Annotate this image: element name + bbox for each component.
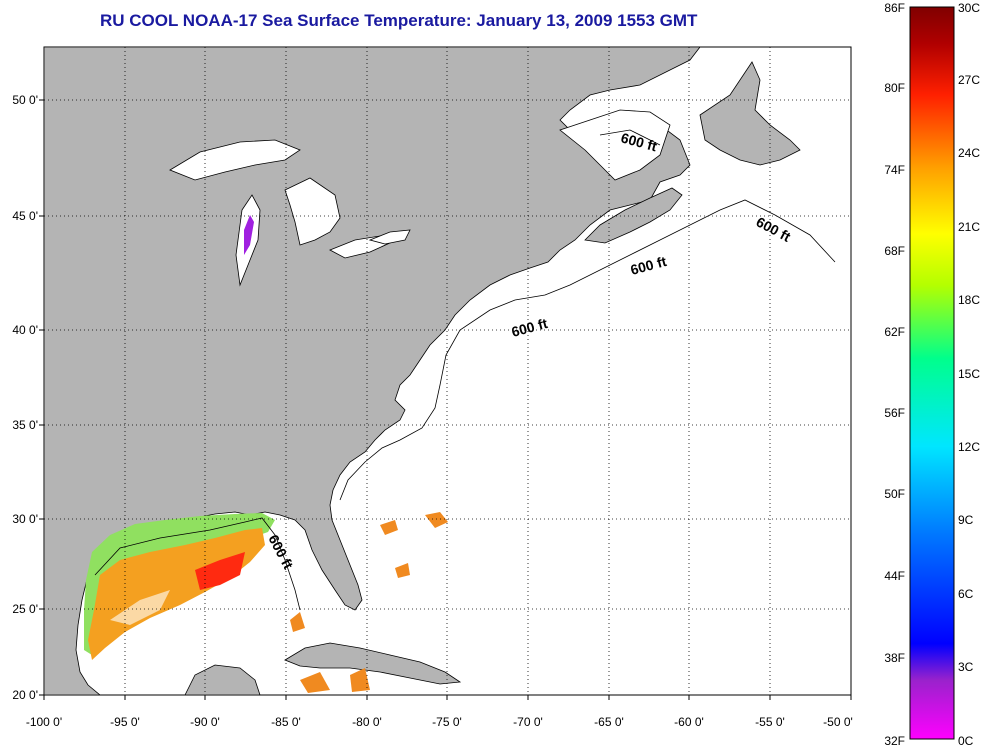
lon-tick-label: -85 0' bbox=[271, 715, 301, 729]
colorbar-c-label: 0C bbox=[958, 734, 974, 748]
gulf-st-lawrence bbox=[559, 109, 671, 181]
lat-tick-label: 35 0' bbox=[12, 418, 38, 432]
lat-axis: 50 0' 45 0' 40 0' 35 0' 30 0' 25 0' 20 0… bbox=[12, 93, 38, 702]
colorbar bbox=[909, 6, 955, 740]
colorbar-c-label: 12C bbox=[958, 440, 980, 454]
colorbar-f-label: 80F bbox=[884, 81, 905, 95]
lat-tick-label: 20 0' bbox=[12, 688, 38, 702]
colorbar-c-label: 21C bbox=[958, 220, 980, 234]
gulf-sst-speckle bbox=[110, 590, 170, 625]
lon-axis: -100 0' -95 0' -90 0' -85 0' -80 0' -75 … bbox=[26, 715, 853, 729]
lon-tick-label: -55 0' bbox=[755, 715, 785, 729]
lon-tick-label: -80 0' bbox=[352, 715, 382, 729]
lon-tick-label: -90 0' bbox=[190, 715, 220, 729]
colorbar-f-label: 62F bbox=[884, 325, 905, 339]
lat-tick-label: 45 0' bbox=[12, 209, 38, 223]
lon-tick-label: -95 0' bbox=[110, 715, 140, 729]
colorbar-c-labels: 30C 27C 24C 21C 18C 15C 12C 9C 6C 3C 0C bbox=[958, 1, 980, 748]
lat-tick-label: 40 0' bbox=[12, 323, 38, 337]
colorbar-c-label: 30C bbox=[958, 1, 980, 15]
lon-tick-label: -60 0' bbox=[674, 715, 704, 729]
axis-ticks bbox=[39, 99, 852, 700]
land-cuba bbox=[284, 642, 462, 685]
lon-tick-label: -65 0' bbox=[594, 715, 624, 729]
colorbar-f-labels: 86F 80F 74F 68F 62F 56F 50F 44F 38F 32F bbox=[884, 1, 905, 748]
contour-600ft bbox=[94, 129, 836, 611]
colorbar-f-label: 74F bbox=[884, 163, 905, 177]
colorbar-c-label: 6C bbox=[958, 587, 974, 601]
colorbar-f-label: 86F bbox=[884, 1, 905, 15]
colorbar-f-label: 32F bbox=[884, 734, 905, 748]
lat-tick-label: 50 0' bbox=[12, 93, 38, 107]
colorbar-f-label: 44F bbox=[884, 569, 905, 583]
colorbar-f-label: 56F bbox=[884, 406, 905, 420]
great-lakes bbox=[169, 139, 411, 287]
gulf-sst-warm bbox=[195, 552, 245, 590]
gulf-sst-outer bbox=[84, 513, 275, 655]
land-nova-scotia bbox=[584, 187, 683, 244]
land-yucatan bbox=[184, 664, 261, 695]
land-newfoundland bbox=[699, 61, 801, 166]
colorbar-c-label: 9C bbox=[958, 513, 974, 527]
colorbar-c-label: 18C bbox=[958, 293, 980, 307]
sst-patches bbox=[290, 512, 448, 693]
colorbar-c-label: 27C bbox=[958, 73, 980, 87]
lat-tick-label: 25 0' bbox=[12, 602, 38, 616]
colorbar-f-label: 38F bbox=[884, 651, 905, 665]
map-title: RU COOL NOAA-17 Sea Surface Temperature:… bbox=[100, 11, 698, 30]
colorbar-c-label: 3C bbox=[958, 660, 974, 674]
colorbar-f-label: 68F bbox=[884, 244, 905, 258]
lon-tick-label: -70 0' bbox=[513, 715, 543, 729]
colorbar-c-label: 15C bbox=[958, 367, 980, 381]
lon-tick-label: -75 0' bbox=[432, 715, 462, 729]
colorbar-f-label: 50F bbox=[884, 487, 905, 501]
colorbar-c-label: 24C bbox=[958, 146, 980, 160]
lon-tick-label: -100 0' bbox=[26, 715, 62, 729]
lake-michigan-sst bbox=[244, 215, 254, 255]
lon-tick-label: -50 0' bbox=[823, 715, 853, 729]
lat-lon-grid bbox=[44, 47, 851, 695]
lat-tick-label: 30 0' bbox=[12, 512, 38, 526]
